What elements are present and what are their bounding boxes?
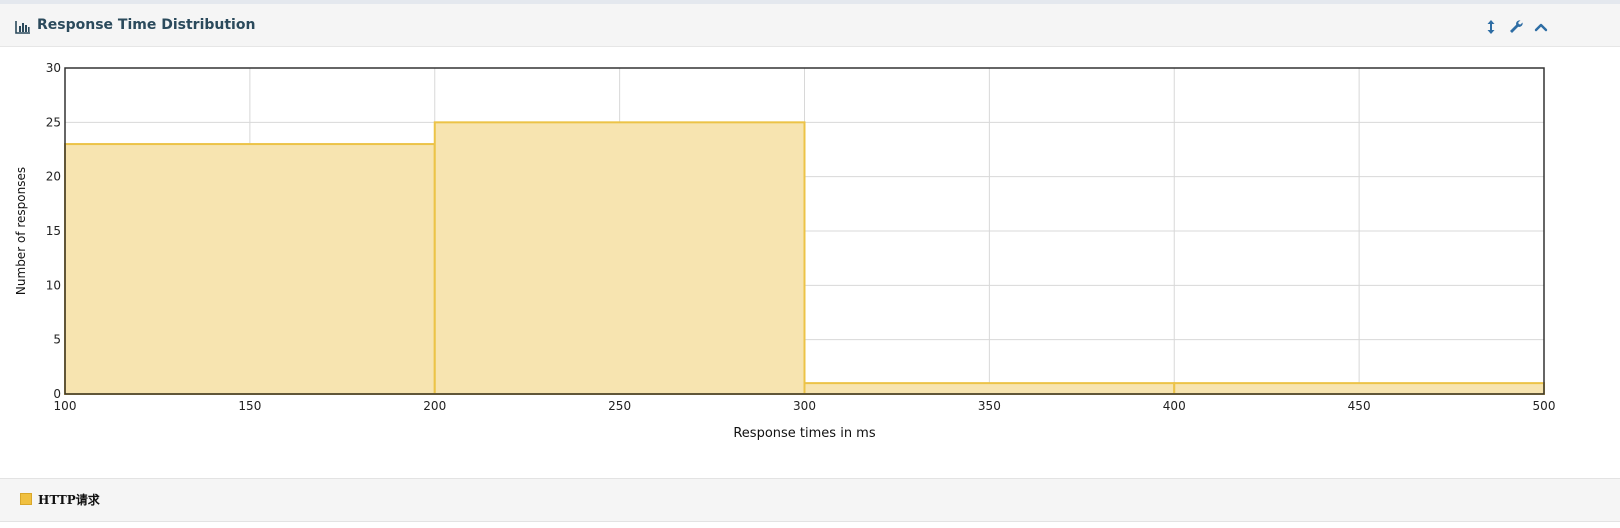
wrench-icon[interactable] bbox=[1507, 18, 1525, 36]
vertical-resize-icon[interactable] bbox=[1482, 18, 1500, 36]
bar-chart-icon bbox=[15, 19, 31, 34]
x-tick-label: 100 bbox=[54, 399, 77, 413]
y-tick-label: 25 bbox=[46, 115, 61, 129]
histogram-bar bbox=[64, 143, 436, 395]
histogram-chart: 100 150 200 250 300 350 400 450 500 0 5 10 15 20 25 30… bbox=[14, 61, 1556, 441]
histogram-bar bbox=[803, 382, 1176, 395]
y-tick-label: 10 bbox=[46, 278, 61, 292]
x-tick-labels: 100 150 200 250 300 350 400 450 500 bbox=[54, 399, 1556, 413]
top-strip bbox=[0, 0, 1620, 4]
x-tick-label: 200 bbox=[423, 399, 446, 413]
y-tick-label: 5 bbox=[53, 333, 61, 347]
chart-area: 100 150 200 250 300 350 400 450 500 0 5 10 15 20 25 30… bbox=[0, 48, 1620, 478]
x-tick-label: 150 bbox=[238, 399, 261, 413]
y-tick-label: 20 bbox=[46, 170, 61, 184]
y-tick-labels: 0 5 10 15 20 25 30 bbox=[46, 61, 61, 401]
bars bbox=[64, 121, 1545, 395]
x-axis-label: Response times in ms bbox=[733, 426, 875, 441]
x-tick-label: 350 bbox=[978, 399, 1001, 413]
panel-title: Response Time Distribution bbox=[37, 17, 256, 33]
x-tick-label: 400 bbox=[1163, 399, 1186, 413]
y-tick-label: 30 bbox=[46, 61, 61, 75]
legend-swatch[interactable] bbox=[20, 493, 32, 505]
plot-frame bbox=[64, 67, 1545, 395]
panel-header: Response Time Distribution bbox=[0, 4, 1620, 47]
x-tick-label: 250 bbox=[608, 399, 631, 413]
x-tick-label: 500 bbox=[1533, 399, 1556, 413]
x-tick-label: 300 bbox=[793, 399, 816, 413]
y-tick-label: 0 bbox=[53, 387, 61, 401]
chevron-up-icon[interactable] bbox=[1532, 18, 1550, 36]
histogram-bar bbox=[1173, 382, 1545, 395]
x-tick-label: 450 bbox=[1348, 399, 1371, 413]
y-axis-label: Number of responses bbox=[14, 167, 28, 295]
histogram-bar bbox=[433, 121, 806, 395]
legend: HTTP请求 bbox=[0, 478, 1620, 522]
y-tick-label: 15 bbox=[46, 224, 61, 238]
legend-label[interactable]: HTTP请求 bbox=[38, 493, 100, 507]
